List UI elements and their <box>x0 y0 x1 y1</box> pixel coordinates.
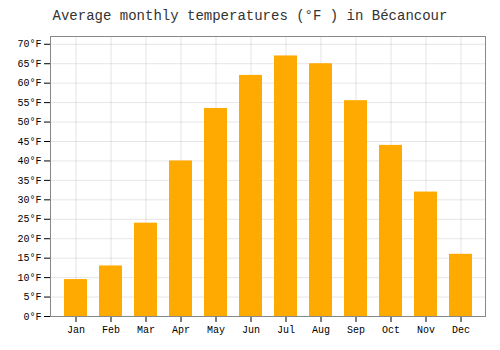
svg-text:45°F: 45°F <box>17 137 41 148</box>
svg-text:10°F: 10°F <box>17 273 41 284</box>
svg-text:60°F: 60°F <box>17 78 41 89</box>
svg-text:Jan: Jan <box>67 325 85 336</box>
svg-text:Nov: Nov <box>417 325 435 336</box>
svg-text:25°F: 25°F <box>17 214 41 225</box>
svg-text:55°F: 55°F <box>17 98 41 109</box>
svg-text:Jun: Jun <box>242 325 260 336</box>
svg-text:Oct: Oct <box>382 325 400 336</box>
html-text:Average monthly temperatures (: Average monthly temperatures (°F ) in Bé… <box>52 8 448 24</box>
svg-text:Dec: Dec <box>452 325 470 336</box>
svg-text:Mar: Mar <box>137 325 155 336</box>
svg-text:May: May <box>207 325 225 336</box>
svg-text:5°F: 5°F <box>23 292 41 303</box>
svg-text:Jul: Jul <box>277 325 295 336</box>
svg-text:50°F: 50°F <box>17 117 41 128</box>
svg-text:Aug: Aug <box>312 325 330 336</box>
svg-text:Sep: Sep <box>347 325 365 336</box>
svg-text:15°F: 15°F <box>17 253 41 264</box>
svg-text:40°F: 40°F <box>17 156 41 167</box>
svg-text:Feb: Feb <box>102 325 120 336</box>
svg-text:20°F: 20°F <box>17 234 41 245</box>
svg-text:70°F: 70°F <box>17 39 41 50</box>
svg-text:35°F: 35°F <box>17 176 41 187</box>
svg-text:30°F: 30°F <box>17 195 41 206</box>
svg-text:65°F: 65°F <box>17 59 41 70</box>
svg-text:0°F: 0°F <box>23 312 41 323</box>
svg-text:Apr: Apr <box>172 325 190 336</box>
